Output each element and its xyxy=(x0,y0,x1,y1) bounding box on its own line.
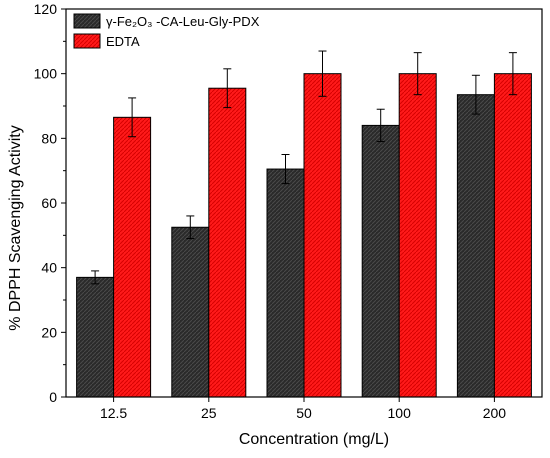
x-tick-label: 25 xyxy=(201,405,217,421)
y-tick-label: 60 xyxy=(41,195,57,211)
bar-series2-12.5 xyxy=(113,116,152,398)
bar-series2-50 xyxy=(303,73,342,398)
bar-series2-200 xyxy=(493,73,532,398)
y-tick-label: 40 xyxy=(41,260,57,276)
axes-group: 12.5 25 50 100 200 0 20 40 60 80 100 120 xyxy=(34,1,543,421)
bars-group xyxy=(76,73,532,398)
bar-series1-100 xyxy=(361,124,400,398)
y-axis-title: % DPPH Scavenging Activity xyxy=(7,125,24,330)
legend-label-1: γ-Fe₂O₃ -CA-Leu-Gly-PDX xyxy=(106,14,260,29)
y-tick-label: 120 xyxy=(34,1,58,17)
legend: γ-Fe₂O₃ -CA-Leu-Gly-PDX EDTA xyxy=(73,13,260,49)
x-tick-label: 12.5 xyxy=(100,405,127,421)
bar-series2-25 xyxy=(208,87,247,398)
x-tick-label: 50 xyxy=(296,405,312,421)
bar-series1-200 xyxy=(456,94,495,398)
bar-series2-100 xyxy=(398,73,437,398)
legend-label-2: EDTA xyxy=(106,34,140,49)
error-bars-group xyxy=(91,50,517,285)
bar-series1-50 xyxy=(266,168,305,398)
legend-swatch-1 xyxy=(73,13,101,29)
y-tick-label: 80 xyxy=(41,130,57,146)
y-tick-label: 20 xyxy=(41,324,57,340)
x-tick-label: 200 xyxy=(483,405,507,421)
legend-swatch-2 xyxy=(73,33,101,49)
x-tick-label: 100 xyxy=(388,405,412,421)
bar-series1-25 xyxy=(171,226,210,398)
x-axis-title: Concentration (mg/L) xyxy=(239,431,389,448)
bar-series1-12.5 xyxy=(76,276,115,398)
y-tick-label: 100 xyxy=(34,66,58,82)
y-tick-label: 0 xyxy=(49,389,57,405)
